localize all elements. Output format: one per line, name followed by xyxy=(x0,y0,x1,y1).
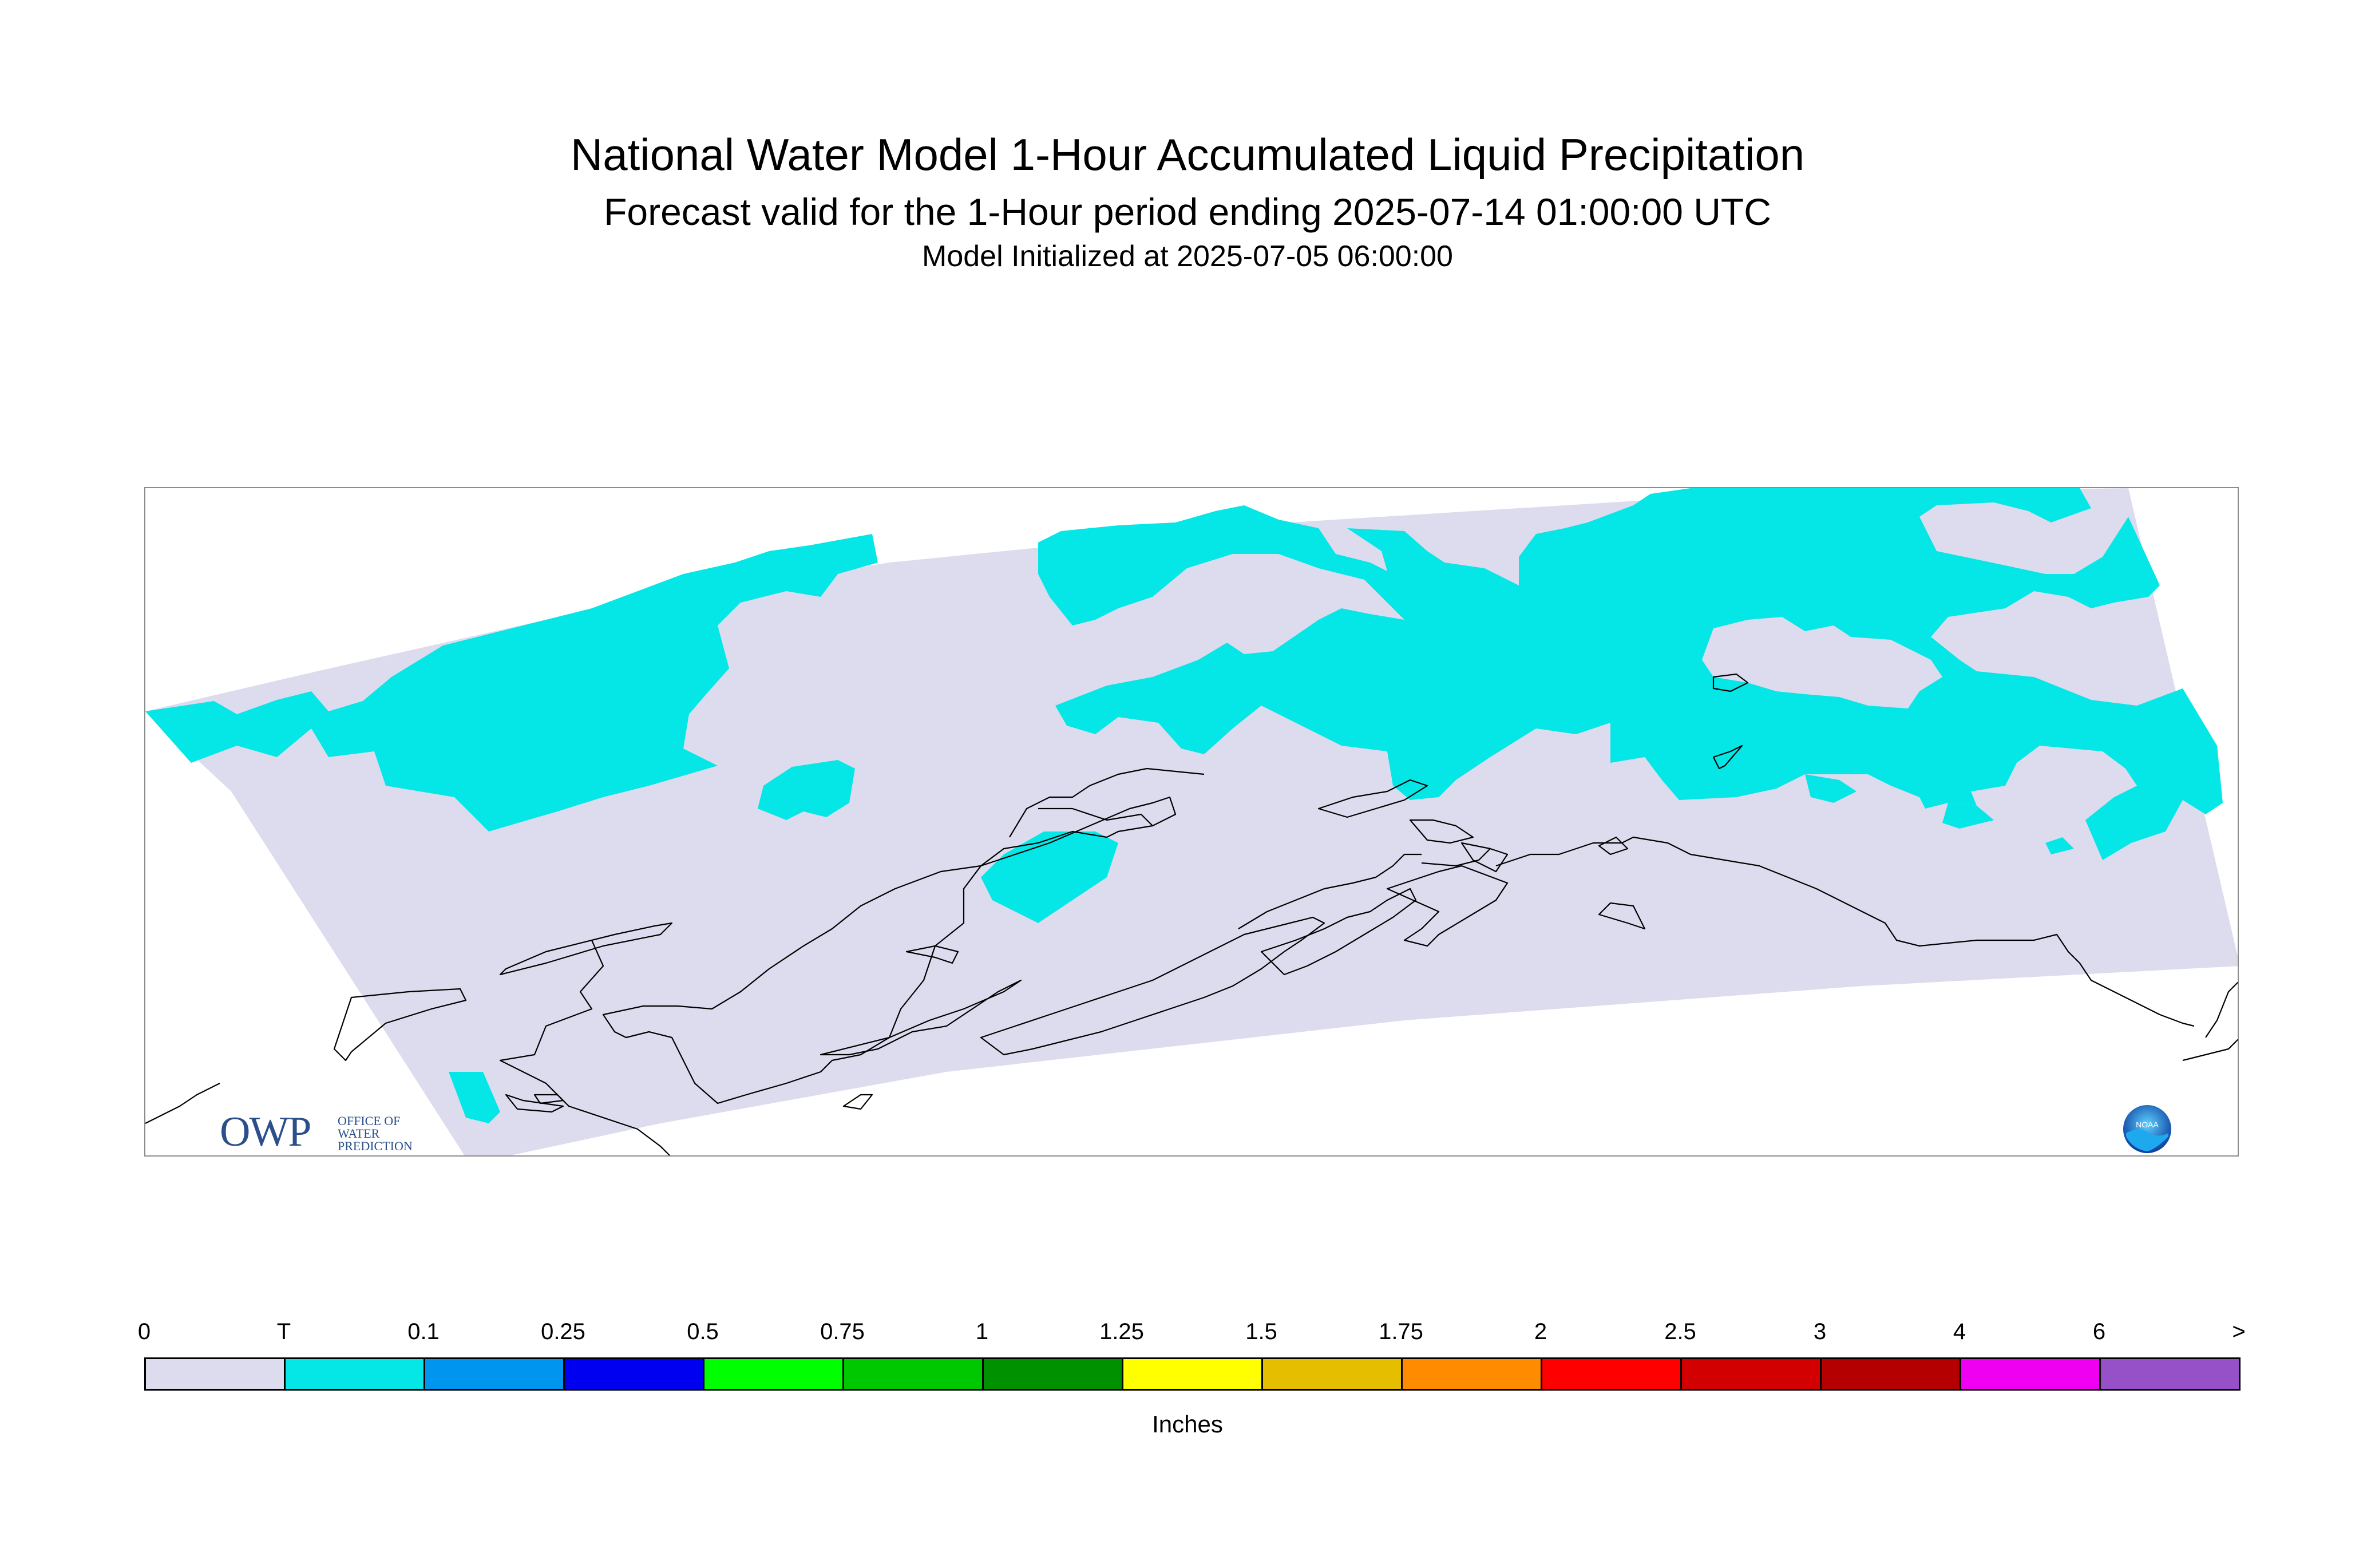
legend-swatch xyxy=(144,1357,286,1391)
legend-swatch xyxy=(982,1357,1123,1391)
legend-tick-label: 2 xyxy=(1534,1319,1547,1344)
legend-swatch xyxy=(1680,1357,1822,1391)
legend-swatch xyxy=(1401,1357,1542,1391)
legend-tick-label: 1.25 xyxy=(1099,1319,1144,1344)
legend-swatch xyxy=(563,1357,704,1391)
owp-text-line: WATER xyxy=(338,1126,380,1141)
legend-tick-label: 1 xyxy=(975,1319,989,1344)
legend-swatch xyxy=(1541,1357,1682,1391)
legend-tick-label: 1.75 xyxy=(1379,1319,1423,1344)
map-title: National Water Model 1-Hour Accumulated … xyxy=(570,129,1805,180)
legend-swatch xyxy=(842,1357,984,1391)
legend-swatch xyxy=(1820,1357,1961,1391)
trace-precip-areas xyxy=(145,488,2223,1123)
legend-tick-label: 0 xyxy=(137,1319,151,1344)
legend-tick-label: 2.5 xyxy=(1664,1319,1696,1344)
legend-swatch xyxy=(284,1357,425,1391)
legend-tick-label: > xyxy=(2232,1319,2246,1344)
legend-swatch xyxy=(423,1357,565,1391)
noaa-logo: NOAA xyxy=(2123,1105,2171,1153)
precipitation-map xyxy=(145,488,2238,1155)
legend-swatch xyxy=(1261,1357,1403,1391)
legend-swatch xyxy=(2099,1357,2241,1391)
color-legend xyxy=(144,1357,2241,1391)
legend-tick-label: 3 xyxy=(1813,1319,1827,1344)
legend-tick-label: 0.25 xyxy=(541,1319,585,1344)
legend-tick-label: 6 xyxy=(2092,1319,2106,1344)
map-panel: OWP OFFICE OF WATER PREDICTION NOAA xyxy=(144,487,2239,1157)
map-subtitle: Forecast valid for the 1-Hour period end… xyxy=(604,191,1771,233)
legend-swatch xyxy=(1122,1357,1263,1391)
coastlines xyxy=(145,673,2238,1155)
legend-tick-label: 4 xyxy=(1953,1319,1966,1344)
legend-tick-label: 1.5 xyxy=(1245,1319,1277,1344)
legend-tick-label: 0.1 xyxy=(407,1319,440,1344)
legend-units: Inches xyxy=(1152,1411,1223,1438)
legend-tick-label: 0.5 xyxy=(687,1319,719,1344)
legend-tick-label: 0.75 xyxy=(820,1319,865,1344)
owp-text-line: OFFICE OF xyxy=(338,1114,401,1128)
owp-text-line: PREDICTION xyxy=(338,1139,413,1153)
owp-logo: OWP OFFICE OF WATER PREDICTION xyxy=(220,1109,414,1155)
noaa-text: NOAA xyxy=(2136,1120,2159,1129)
legend-swatch xyxy=(1960,1357,2101,1391)
model-init-time: Model Initialized at 2025-07-05 06:00:00 xyxy=(922,240,1453,273)
owp-mark: OWP xyxy=(220,1108,311,1155)
legend-swatch xyxy=(703,1357,844,1391)
legend-tick-label: T xyxy=(276,1319,291,1344)
